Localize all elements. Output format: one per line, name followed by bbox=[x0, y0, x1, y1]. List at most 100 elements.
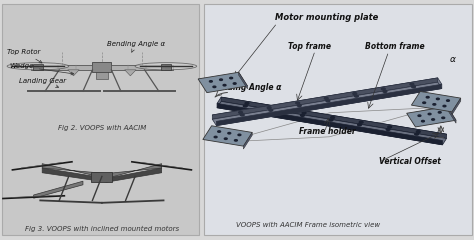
Circle shape bbox=[386, 128, 390, 130]
Circle shape bbox=[238, 134, 241, 136]
Polygon shape bbox=[198, 72, 247, 93]
Circle shape bbox=[233, 83, 236, 84]
Circle shape bbox=[244, 105, 247, 107]
Circle shape bbox=[245, 102, 249, 104]
Circle shape bbox=[235, 140, 237, 141]
Circle shape bbox=[296, 102, 300, 104]
Circle shape bbox=[214, 136, 217, 138]
Circle shape bbox=[272, 110, 276, 112]
Polygon shape bbox=[447, 107, 456, 123]
Circle shape bbox=[388, 126, 392, 128]
Polygon shape bbox=[42, 164, 107, 178]
Circle shape bbox=[416, 131, 420, 132]
FancyBboxPatch shape bbox=[2, 4, 199, 235]
Polygon shape bbox=[107, 164, 162, 178]
FancyBboxPatch shape bbox=[204, 4, 472, 235]
Circle shape bbox=[442, 117, 445, 119]
Text: α: α bbox=[449, 55, 455, 64]
Text: Fig 2. VOOPS with AACIM: Fig 2. VOOPS with AACIM bbox=[58, 125, 146, 131]
Circle shape bbox=[228, 132, 231, 134]
Circle shape bbox=[297, 105, 301, 107]
Circle shape bbox=[418, 115, 421, 116]
Circle shape bbox=[433, 104, 436, 105]
Polygon shape bbox=[107, 168, 162, 182]
Circle shape bbox=[213, 86, 216, 88]
Text: Wedge: Wedge bbox=[9, 63, 74, 75]
Circle shape bbox=[230, 77, 233, 79]
Circle shape bbox=[267, 107, 271, 109]
Polygon shape bbox=[217, 84, 442, 126]
Text: Bottom frame: Bottom frame bbox=[365, 42, 425, 51]
Circle shape bbox=[329, 119, 333, 121]
Circle shape bbox=[223, 84, 226, 86]
Polygon shape bbox=[221, 97, 447, 138]
Circle shape bbox=[437, 98, 439, 100]
Circle shape bbox=[301, 114, 304, 116]
Circle shape bbox=[269, 109, 273, 111]
Circle shape bbox=[421, 120, 424, 122]
Polygon shape bbox=[212, 78, 442, 121]
Polygon shape bbox=[203, 126, 252, 146]
Circle shape bbox=[359, 121, 363, 123]
Circle shape bbox=[426, 96, 429, 98]
Polygon shape bbox=[125, 70, 136, 76]
Polygon shape bbox=[34, 181, 83, 198]
Circle shape bbox=[438, 112, 441, 113]
Circle shape bbox=[302, 112, 306, 114]
Circle shape bbox=[432, 119, 435, 120]
Circle shape bbox=[358, 124, 362, 126]
Polygon shape bbox=[217, 101, 447, 145]
Circle shape bbox=[443, 105, 446, 107]
Ellipse shape bbox=[7, 63, 69, 70]
Polygon shape bbox=[452, 98, 461, 115]
Text: Motor mounting plate: Motor mounting plate bbox=[275, 13, 378, 22]
FancyBboxPatch shape bbox=[161, 64, 171, 70]
Circle shape bbox=[410, 83, 414, 85]
Circle shape bbox=[353, 93, 357, 95]
Text: Fig 3. VOOPS with inclined mounted motors: Fig 3. VOOPS with inclined mounted motor… bbox=[25, 226, 179, 232]
Circle shape bbox=[382, 88, 385, 90]
Circle shape bbox=[324, 97, 328, 99]
Polygon shape bbox=[407, 107, 456, 127]
Polygon shape bbox=[212, 78, 438, 119]
Circle shape bbox=[355, 95, 358, 97]
Circle shape bbox=[210, 81, 212, 82]
FancyBboxPatch shape bbox=[91, 172, 112, 182]
Circle shape bbox=[411, 86, 415, 88]
Circle shape bbox=[423, 102, 426, 103]
Circle shape bbox=[273, 107, 277, 109]
Circle shape bbox=[218, 131, 220, 132]
Circle shape bbox=[239, 111, 243, 113]
FancyBboxPatch shape bbox=[31, 65, 173, 70]
Text: Landing Gear: Landing Gear bbox=[19, 78, 66, 88]
Circle shape bbox=[331, 117, 335, 119]
Circle shape bbox=[326, 100, 330, 102]
Circle shape bbox=[428, 113, 431, 115]
Text: VOOPS with AACIM Frame isometric view: VOOPS with AACIM Frame isometric view bbox=[236, 222, 380, 228]
Circle shape bbox=[240, 114, 244, 116]
Polygon shape bbox=[68, 70, 79, 76]
Text: Frame holder: Frame holder bbox=[299, 127, 355, 136]
Ellipse shape bbox=[135, 63, 197, 70]
Polygon shape bbox=[217, 103, 442, 145]
Circle shape bbox=[415, 133, 419, 135]
Text: α: α bbox=[449, 103, 455, 112]
Circle shape bbox=[219, 79, 222, 80]
Polygon shape bbox=[244, 132, 252, 149]
Polygon shape bbox=[212, 82, 442, 126]
FancyBboxPatch shape bbox=[96, 70, 108, 79]
Polygon shape bbox=[411, 91, 461, 112]
Text: Top Rotor: Top Rotor bbox=[7, 49, 42, 63]
Text: Bending Angle α: Bending Angle α bbox=[211, 83, 281, 92]
Circle shape bbox=[447, 100, 449, 101]
Polygon shape bbox=[42, 168, 107, 182]
FancyBboxPatch shape bbox=[92, 62, 111, 72]
Text: Top frame: Top frame bbox=[288, 42, 331, 51]
Circle shape bbox=[383, 90, 387, 92]
Polygon shape bbox=[239, 72, 247, 89]
Text: Bending Angle α: Bending Angle α bbox=[107, 41, 165, 52]
FancyBboxPatch shape bbox=[33, 64, 43, 70]
Circle shape bbox=[224, 138, 227, 139]
Polygon shape bbox=[217, 97, 447, 141]
Text: Vertical Offset: Vertical Offset bbox=[379, 157, 441, 166]
